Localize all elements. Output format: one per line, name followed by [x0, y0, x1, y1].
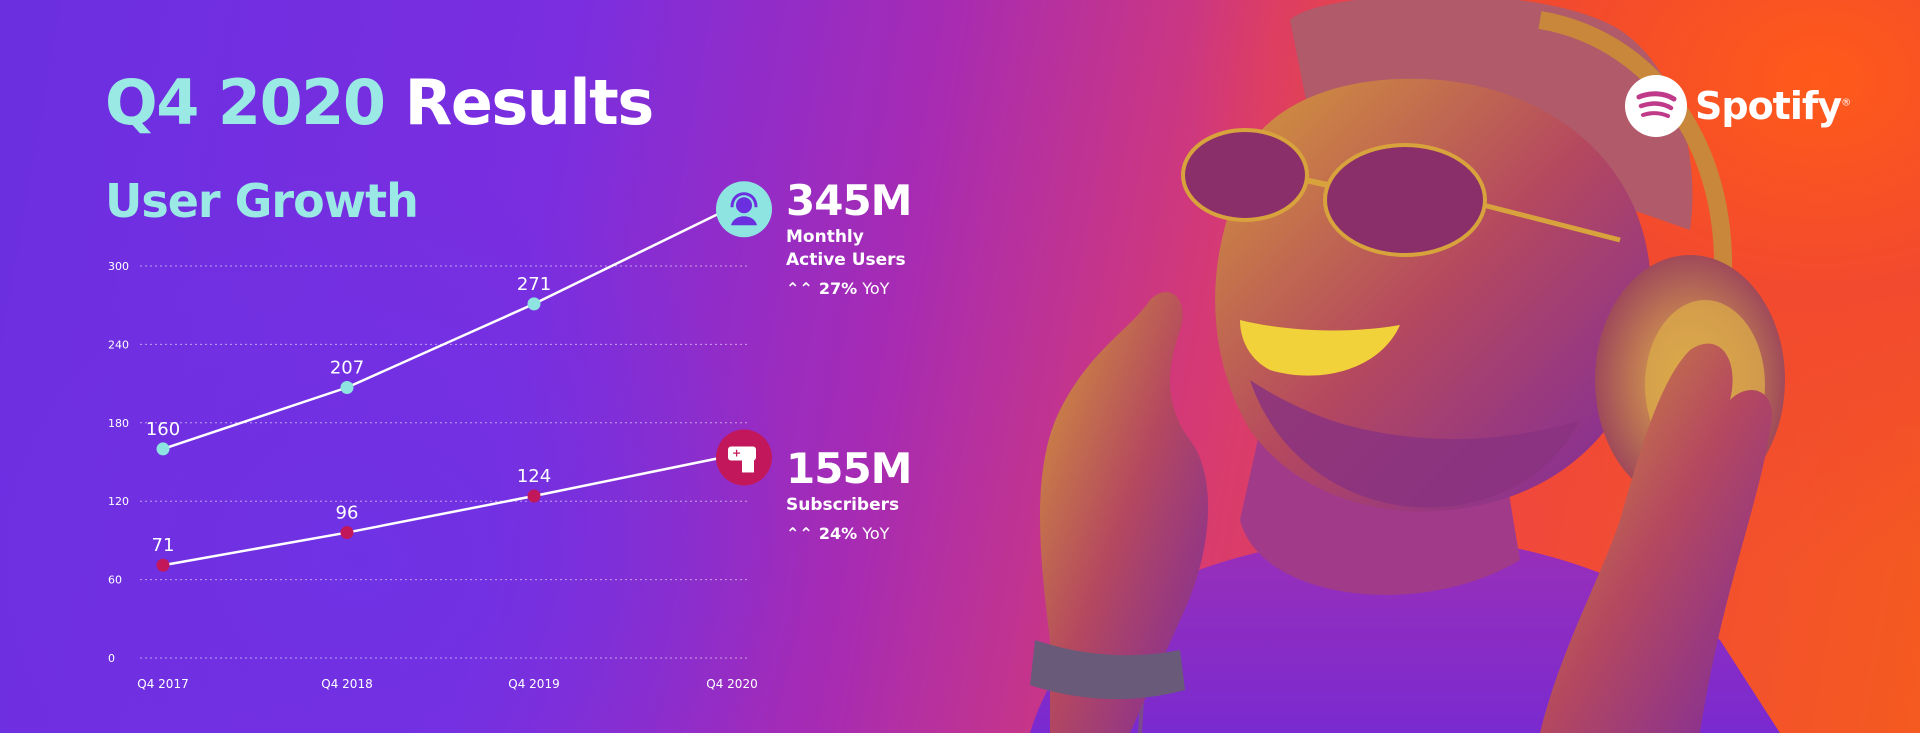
subs-stat: 155M Subscribers ⌃⌃ 24% YoY	[786, 444, 912, 545]
chart-subtitle: User Growth	[105, 174, 419, 228]
plus-icon: +	[732, 446, 741, 459]
brand-name: Spotify	[1695, 84, 1842, 128]
mau-yoy-pct: 27%	[818, 279, 858, 298]
double-chevron-up-icon: ⌃⌃	[786, 279, 813, 298]
spotify-logo: Spotify®	[1625, 75, 1851, 137]
subs-value: 155M	[786, 444, 912, 493]
mau-yoy-text: YoY	[862, 279, 890, 298]
tap-hand-icon	[742, 458, 754, 473]
data-label: 271	[517, 274, 551, 295]
mau-label-line1: Monthly	[786, 227, 864, 247]
x-tick-label: Q4 2017	[137, 677, 188, 691]
subs-yoy: ⌃⌃ 24% YoY	[786, 523, 911, 545]
photo-listener-with-headphones	[900, 0, 1920, 733]
data-label: 71	[152, 535, 175, 556]
x-tick-label: Q4 2018	[321, 677, 372, 691]
mau-yoy: ⌃⌃ 27% YoY	[786, 278, 911, 300]
data-label: 124	[517, 466, 551, 487]
x-tick-label: Q4 2020	[706, 677, 757, 691]
subs-yoy-text: YoY	[862, 524, 890, 543]
series-line	[162, 454, 733, 567]
data-point	[156, 442, 170, 456]
y-tick-label: 60	[108, 574, 122, 587]
data-point	[340, 381, 354, 395]
y-tick-label: 120	[108, 495, 129, 508]
y-tick-label: 0	[108, 652, 115, 665]
series-line	[162, 206, 733, 451]
data-point	[340, 526, 354, 540]
data-label: 160	[146, 419, 180, 440]
double-chevron-up-icon: ⌃⌃	[786, 524, 813, 543]
title-rest: Results	[404, 66, 655, 139]
subs-label: Subscribers	[786, 495, 900, 515]
spotify-icon	[1625, 75, 1687, 137]
y-tick-label: 300	[108, 260, 129, 273]
premium-card-icon	[728, 446, 756, 461]
page-title: Q4 2020 Results	[105, 66, 655, 139]
mau-label-line2: Active Users	[786, 250, 906, 270]
data-label: 207	[330, 358, 364, 379]
headset-user-icon	[736, 197, 752, 214]
headset-user-icon-body	[731, 216, 757, 226]
subs-yoy-pct: 24%	[818, 524, 858, 543]
spotify-wordmark: Spotify®	[1695, 84, 1851, 128]
y-tick-label: 240	[108, 338, 129, 351]
mau-value: 345M	[786, 176, 912, 225]
headset-band-icon	[730, 192, 758, 208]
brand-registered-mark: ®	[1841, 97, 1851, 109]
y-tick-label: 180	[108, 417, 129, 430]
data-point	[527, 489, 541, 503]
data-point	[527, 297, 541, 311]
data-label: 96	[336, 503, 359, 524]
title-accent: Q4 2020	[105, 66, 386, 139]
mau-stat: 345M Monthly Active Users ⌃⌃ 27% YoY	[786, 176, 912, 300]
data-point	[156, 558, 170, 572]
x-tick-label: Q4 2019	[508, 677, 559, 691]
